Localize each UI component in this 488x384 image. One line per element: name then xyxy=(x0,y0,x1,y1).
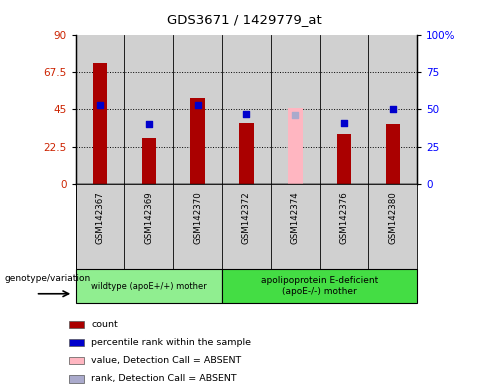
Bar xyxy=(190,98,205,184)
Text: count: count xyxy=(91,319,118,329)
Bar xyxy=(93,63,107,184)
Bar xyxy=(239,123,254,184)
Bar xyxy=(222,35,271,184)
Text: percentile rank within the sample: percentile rank within the sample xyxy=(91,338,251,347)
Bar xyxy=(69,339,84,346)
Bar xyxy=(320,35,368,184)
Text: wildtype (apoE+/+) mother: wildtype (apoE+/+) mother xyxy=(91,281,207,291)
Bar xyxy=(337,134,351,184)
Bar xyxy=(69,375,84,382)
Bar xyxy=(124,35,173,184)
Text: rank, Detection Call = ABSENT: rank, Detection Call = ABSENT xyxy=(91,374,237,383)
Bar xyxy=(271,35,320,184)
Text: GSM142367: GSM142367 xyxy=(96,191,104,244)
Text: genotype/variation: genotype/variation xyxy=(5,274,91,283)
Text: GSM142380: GSM142380 xyxy=(388,191,397,244)
Bar xyxy=(76,269,222,303)
Text: GDS3671 / 1429779_at: GDS3671 / 1429779_at xyxy=(166,13,322,26)
Text: GSM142372: GSM142372 xyxy=(242,191,251,244)
Text: GSM142370: GSM142370 xyxy=(193,191,202,244)
Bar xyxy=(69,321,84,328)
Bar xyxy=(76,35,124,184)
Text: value, Detection Call = ABSENT: value, Detection Call = ABSENT xyxy=(91,356,242,365)
Bar xyxy=(386,124,400,184)
Point xyxy=(291,113,299,119)
Point xyxy=(96,102,104,108)
Text: GSM142374: GSM142374 xyxy=(291,191,300,244)
Text: apolipoprotein E-deficient
(apoE-/-) mother: apolipoprotein E-deficient (apoE-/-) mot… xyxy=(261,276,378,296)
Text: GSM142376: GSM142376 xyxy=(340,191,348,244)
Point xyxy=(145,121,153,127)
Bar xyxy=(142,138,156,184)
Point xyxy=(340,120,348,126)
Bar xyxy=(368,35,417,184)
Text: GSM142369: GSM142369 xyxy=(144,191,153,244)
Point xyxy=(389,106,397,113)
Bar xyxy=(173,35,222,184)
Point xyxy=(243,111,250,117)
Bar xyxy=(69,357,84,364)
Point xyxy=(194,102,202,108)
Bar xyxy=(288,108,303,184)
Bar xyxy=(222,269,417,303)
